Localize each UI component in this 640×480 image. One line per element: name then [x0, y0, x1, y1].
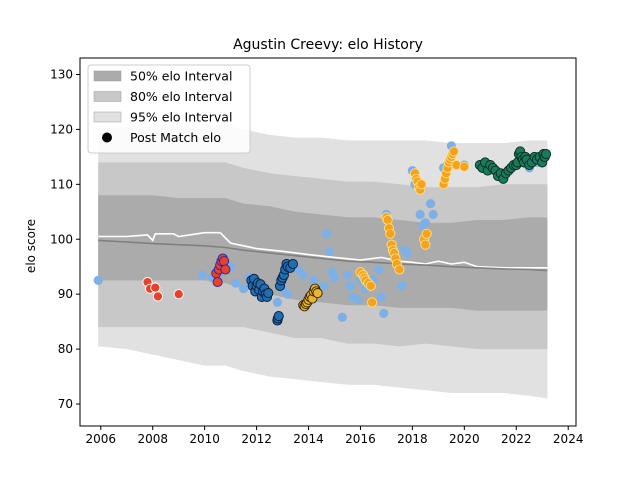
- legend-swatch: [93, 70, 122, 82]
- chart-title: Agustin Creevy: elo History: [233, 37, 423, 53]
- match-point: [197, 270, 207, 280]
- x-tick-label: 2014: [293, 432, 324, 446]
- plot-frame: [79, 57, 577, 427]
- match-point: [365, 280, 376, 291]
- legend-label: 50% elo Interval: [130, 69, 232, 84]
- match-point: [415, 209, 425, 220]
- match-point: [220, 264, 231, 275]
- match-point: [376, 292, 386, 302]
- legend-label: Post Match elo: [130, 130, 221, 145]
- legend: 50% elo Interval 80% elo Interval 95% elo …: [87, 64, 251, 154]
- legend-label: 95% elo Interval: [130, 110, 232, 125]
- y-tick-label: 70: [58, 397, 73, 411]
- plot-area: [93, 123, 552, 399]
- match-point: [426, 199, 436, 209]
- match-point: [322, 229, 332, 239]
- match-point: [337, 312, 347, 322]
- x-tick-label: 2006: [86, 432, 117, 446]
- match-point: [150, 282, 161, 293]
- match-point: [342, 270, 353, 280]
- match-point: [448, 146, 459, 157]
- x-tick-label: 2016: [345, 432, 376, 446]
- y-tick-label: 100: [50, 232, 73, 246]
- match-point: [420, 239, 431, 250]
- match-point: [287, 258, 298, 270]
- y-tick-label: 120: [50, 122, 73, 136]
- legend-label: 80% elo Interval: [130, 89, 232, 104]
- x-tick-label: 2010: [189, 432, 220, 446]
- match-point: [298, 270, 308, 280]
- match-point: [345, 281, 355, 291]
- legend-box: [87, 64, 251, 154]
- x-tick-label: 2008: [137, 432, 168, 446]
- match-point: [152, 291, 163, 302]
- y-tick-label: 110: [50, 177, 73, 191]
- match-point: [219, 256, 230, 267]
- y-tick-label: 80: [58, 342, 73, 356]
- match-point: [420, 218, 430, 228]
- elo-line-1: [98, 239, 548, 272]
- y-axis-label: elo score: [24, 219, 38, 273]
- legend-swatch: [93, 91, 122, 102]
- match-point: [416, 179, 427, 190]
- match-point: [273, 311, 284, 322]
- x-tick-label: 2024: [553, 432, 584, 446]
- axes: 2006 2008 2010 2012 2014 2016 2018 2020 2022 2024…: [50, 57, 584, 446]
- match-point: [263, 288, 274, 299]
- legend-swatch: [93, 111, 122, 123]
- match-point: [541, 149, 552, 160]
- match-point: [319, 281, 329, 291]
- match-point: [173, 289, 184, 300]
- match-point: [231, 278, 241, 288]
- match-point: [212, 277, 223, 288]
- match-point: [239, 284, 249, 294]
- match-point: [309, 275, 319, 285]
- match-point: [421, 228, 432, 239]
- match-point: [93, 275, 103, 285]
- match-point: [385, 228, 396, 239]
- match-point: [379, 308, 389, 318]
- y-tick-label: 130: [50, 67, 73, 81]
- match-point: [329, 273, 340, 283]
- match-point: [312, 288, 323, 299]
- x-tick-label: 2018: [397, 432, 428, 446]
- x-tick-label: 2020: [449, 432, 480, 446]
- match-point: [397, 281, 407, 291]
- match-point: [382, 214, 393, 226]
- match-point: [428, 209, 438, 220]
- y-tick-label: 90: [58, 287, 73, 301]
- match-point: [272, 297, 282, 307]
- match-point: [374, 264, 384, 275]
- x-tick-label: 2012: [241, 432, 272, 446]
- match-point: [402, 248, 412, 258]
- legend-marker: [102, 132, 112, 143]
- x-tick-label: 2022: [501, 432, 532, 446]
- match-point: [459, 161, 470, 172]
- match-point: [394, 264, 405, 275]
- match-point: [353, 295, 363, 305]
- match-point: [367, 297, 378, 308]
- band-50-interval: [98, 195, 548, 311]
- match-point: [324, 246, 334, 256]
- elo-line-0: [98, 231, 548, 269]
- match-point: [283, 289, 293, 299]
